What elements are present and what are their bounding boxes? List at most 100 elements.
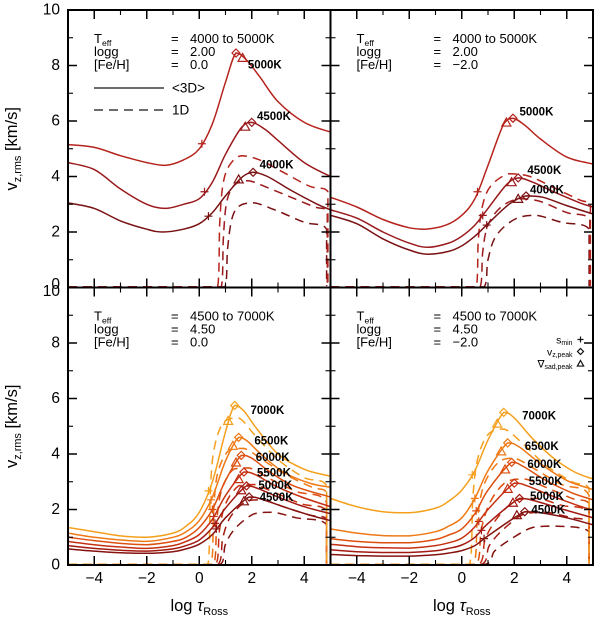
annotation-value-top-left-2: 0.0 <box>190 57 208 72</box>
gradpeak-marker-top-left-5000K <box>237 52 249 62</box>
annotation-key-top-left-1: logg <box>94 44 119 59</box>
smin-marker-bottom-right-5500K <box>474 517 483 526</box>
gradpeak-marker-bottom-right-5000K <box>507 497 519 507</box>
y-tick-label: 0 <box>51 276 60 293</box>
annotation-key-top-left-0: Teff <box>94 31 112 48</box>
annotation-value-bottom-right-1: 4.50 <box>453 322 478 337</box>
smin-marker-top-left-5000K <box>197 139 206 148</box>
x-tick-label: −4 <box>85 570 103 587</box>
legend-label-dashed: 1D <box>172 103 190 118</box>
gradpeak-marker-bottom-left-5500K <box>233 473 245 484</box>
annotation-key-bottom-left-1: logg <box>94 322 119 337</box>
annotation-value-bottom-left-1: 4.50 <box>190 322 215 337</box>
curve-label-bottom-left-5000K: 5000K <box>258 480 293 492</box>
gradpeak-marker-bottom-left-5000K <box>235 484 247 495</box>
annotation-eq-bottom-right-2: = <box>434 335 442 350</box>
series-bottom-right-5500K-1d-line <box>330 497 590 565</box>
annotation-key-top-left-2: [Fe/H] <box>94 57 129 72</box>
annotation-value-top-right-1: 2.00 <box>453 44 478 59</box>
y-axis-title: vz,rms [km/s] <box>3 107 24 190</box>
annotation-eq-bottom-left-2: = <box>171 335 179 350</box>
y-tick-label: 2 <box>51 501 60 518</box>
series-bottom-left-7000K-1d-line <box>68 417 328 565</box>
vzpeak-marker-top-left-4500K <box>246 117 257 128</box>
marker-legend-label-diamond: vz,peak <box>547 347 573 359</box>
series-bottom-left-6000K-3d-line <box>68 454 331 546</box>
vzpeak-marker-bottom-left-6000K <box>236 450 247 461</box>
annotation-eq-top-right-2: = <box>434 57 442 72</box>
series-bottom-right-6500K-1d-line <box>330 457 590 565</box>
smin-marker-top-left-4500K <box>200 187 209 196</box>
y-tick-label: 6 <box>51 113 60 130</box>
x-tick-label: 0 <box>195 570 204 587</box>
series-bottom-right-5000K-3d-line <box>330 497 593 554</box>
marker-legend-label-triangle: ∇sad,peak <box>537 359 574 371</box>
annotation-eq-bottom-right-1: = <box>434 322 442 337</box>
curve-label-top-right-4500K: 4500K <box>527 165 562 177</box>
gradpeak-marker-bottom-left-4500K <box>238 495 250 506</box>
panel-top-right-annotation: Teff = 4000 to 5000K logg = 2.00 [Fe/H] = −2.0 <box>357 31 538 72</box>
smin-marker-bottom-left-5500K <box>209 512 218 521</box>
legend-label-solid: <3D> <box>172 81 205 96</box>
series-bottom-right-7000K-1d-line <box>330 428 590 565</box>
y-axis-title: vz,rms [km/s] <box>3 385 24 468</box>
vzpeak-marker-bottom-left-5000K <box>241 481 252 491</box>
curve-label-bottom-right-5000K: 5000K <box>530 491 565 503</box>
series-top-left-5000K-1d-line <box>68 154 329 288</box>
gradpeak-marker-bottom-right-6000K <box>499 463 511 474</box>
x-tick-label: −2 <box>400 570 418 587</box>
vzpeak-marker-top-right-4500K <box>513 173 524 183</box>
gradpeak-marker-bottom-left-7000K <box>222 415 234 425</box>
gradpeak-marker-bottom-right-4500K <box>511 509 523 520</box>
x-axis-title: log τRoss <box>433 597 491 618</box>
smin-marker-top-right-4500K <box>478 211 487 220</box>
y-tick-label: 4 <box>51 446 60 463</box>
gradpeak-marker-top-left-4500K <box>239 121 251 131</box>
curve-label-top-left-4500K: 4500K <box>257 111 292 123</box>
series-bottom-right-6000K-3d-line <box>330 461 593 544</box>
curve-label-bottom-left-7000K: 7000K <box>250 405 285 417</box>
vzpeak-marker-bottom-right-5000K <box>514 493 525 504</box>
y-tick-label: 10 <box>43 2 61 19</box>
annotation-eq-top-left-2: = <box>171 57 179 72</box>
annotation-value-bottom-left-2: 0.0 <box>190 335 208 350</box>
vzpeak-marker-top-right-5000K <box>508 113 518 124</box>
y-tick-label: 6 <box>51 390 60 407</box>
series-top-left-4000K-3d-line <box>68 171 331 233</box>
y-tick-label: 0 <box>51 557 60 574</box>
panel-bottom-left-curves <box>68 400 331 565</box>
gradpeak-marker-top-left-4000K <box>233 173 245 184</box>
curve-label-bottom-right-7000K: 7000K <box>522 411 557 423</box>
gradpeak-marker-top-right-4000K <box>512 193 524 203</box>
series-top-left-5000K-3d-line <box>68 52 331 167</box>
y-tick-label: 8 <box>51 57 60 74</box>
annotation-eq-top-right-0: = <box>434 31 442 46</box>
smin-marker-bottom-left-6000K <box>208 505 217 514</box>
smin-marker-top-left-4000K <box>204 212 213 221</box>
x-tick-label: −4 <box>348 570 366 587</box>
line-style-legend: <3D> 1D <box>94 81 205 118</box>
x-tick-label: 4 <box>300 570 309 587</box>
vzpeak-marker-top-left-5000K <box>231 48 241 58</box>
y-tick-label: 8 <box>51 335 60 352</box>
vzpeak-marker-bottom-right-6500K <box>502 438 513 448</box>
marker-legend-diamond-sample <box>576 347 585 356</box>
vzpeak-marker-top-right-4000K <box>521 191 531 201</box>
panel-top-right-curves <box>330 113 593 288</box>
series-bottom-left-4500K-3d-line <box>68 496 331 555</box>
annotation-eq-bottom-left-0: = <box>171 309 179 324</box>
x-tick-label: −2 <box>138 570 156 587</box>
x-tick-label: 0 <box>457 570 466 587</box>
series-top-right-5000K-3d-line <box>330 117 593 230</box>
annotation-eq-top-right-1: = <box>434 44 442 59</box>
vzpeak-marker-bottom-right-4500K <box>519 506 530 517</box>
vzpeak-marker-bottom-left-7000K <box>229 400 240 411</box>
annotation-value-top-right-2: −2.0 <box>453 57 479 72</box>
smin-marker-top-right-5000K <box>473 187 482 196</box>
annotation-key-bottom-right-2: [Fe/H] <box>357 335 392 350</box>
panel-bottom-right-axes <box>329 286 594 566</box>
gradpeak-marker-bottom-left-6000K <box>230 456 242 467</box>
